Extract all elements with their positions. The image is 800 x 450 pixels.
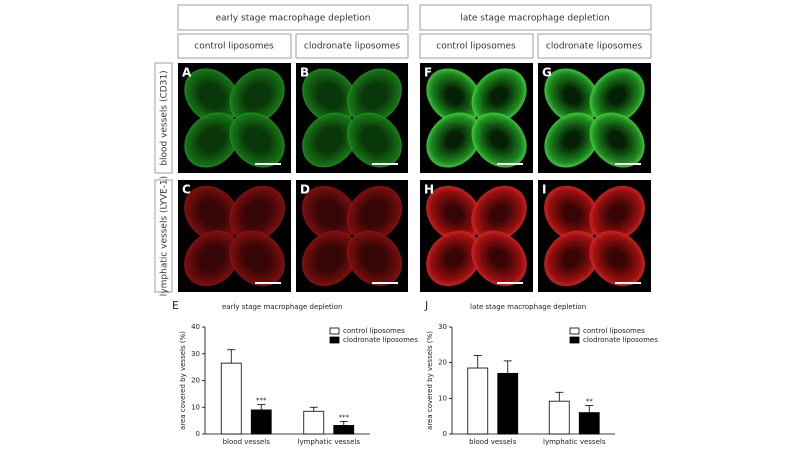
condition-box [419,33,534,59]
tissue-petal [426,230,482,287]
tissue-petal [426,68,482,124]
tissue-petal [544,112,600,168]
bar [548,400,570,435]
group-title: early stage macrophage depletion [216,14,371,24]
chart-title: early stage macrophage depletion [222,303,342,311]
chart-title: late stage macrophage depletion [470,303,586,311]
significance: *** [339,413,350,421]
panel-letter: B [300,66,309,80]
bar [578,412,600,435]
bar [467,367,489,435]
tissue-petal [302,186,358,242]
condition-label: clodronate liposomes [304,42,401,52]
y-axis-label: area covered by vessels (%) [179,331,187,430]
x-tick-label: lymphatic vessels [543,438,606,446]
tissue-petal [229,230,285,287]
condition-label: control liposomes [194,42,274,52]
significance: ** [586,397,594,405]
tissue-petal [426,185,482,242]
condition-box [295,33,409,59]
row-box [154,62,173,174]
legend-label: clodronate liposomes [583,336,658,344]
row-label: lymphatic vessels (LYVE-1) [160,176,170,296]
panel-letter: H [424,183,434,197]
condition-label: clodronate liposomes [546,42,643,52]
panel-letter: E [172,299,179,312]
tissue-petal [346,230,402,286]
legend-swatch [569,336,580,344]
legend-label: clodronate liposomes [343,336,418,344]
tissue-petal [229,68,285,124]
tissue-petal [347,68,402,124]
panel-letter: G [542,66,552,80]
tissue-petal [471,230,527,287]
panel-letter: A [182,66,192,80]
tissue-petal [426,112,482,168]
tissue-petal [302,68,357,124]
tissue-petal [347,112,402,168]
panel-letter: F [424,66,432,80]
tissue-petal [184,185,240,242]
row-box [154,179,173,293]
condition-box [537,33,652,59]
tissue-petal [589,112,645,168]
bar [220,362,242,435]
panel-letter: J [424,299,428,312]
legend-swatch [329,327,340,335]
tissue-petal [184,68,240,124]
y-tick-label: 20 [191,377,200,385]
bar [303,410,325,435]
tissue-petal [471,185,527,242]
tissue-petal [229,185,285,242]
panel-letter: I [542,183,546,197]
tissue-petal [471,68,527,124]
group-box [419,4,652,31]
tissue-petal [302,112,357,168]
tissue-petal [589,185,645,242]
y-tick-label: 20 [438,359,447,367]
y-tick-label: 10 [191,403,200,411]
legend-swatch [569,327,580,335]
tissue-petal [346,186,402,242]
significance: *** [256,397,267,405]
tissue-petal [302,230,358,286]
panel-letter: C [182,183,191,197]
tissue-petal [184,112,240,168]
x-tick-label: blood vessels [223,438,271,446]
tissue-petal [471,112,527,168]
group-box [177,4,409,31]
row-label: blood vessels (CD31) [160,70,170,165]
legend-swatch [329,336,340,344]
tissue-petal [184,230,240,287]
legend-label: control liposomes [343,327,405,335]
y-tick-label: 30 [438,323,447,331]
y-tick-label: 0 [443,430,447,438]
panel-letter: D [300,183,310,197]
tissue-petal [544,185,600,242]
y-tick-label: 40 [191,323,200,331]
y-tick-label: 10 [438,394,447,402]
x-tick-label: lymphatic vessels [298,438,361,446]
tissue-petal [229,112,285,168]
tissue-petal [544,230,600,287]
bar [250,409,272,435]
condition-label: control liposomes [436,42,516,52]
tissue-petal [589,230,645,287]
x-tick-label: blood vessels [469,438,517,446]
bar [333,425,355,435]
legend-label: control liposomes [583,327,645,335]
group-title: late stage macrophage depletion [460,14,609,24]
tissue-petal [589,68,645,124]
condition-box [177,33,292,59]
y-axis-label: area covered by vessels (%) [426,331,434,430]
tissue-petal [544,68,600,124]
y-tick-label: 30 [191,350,200,358]
y-tick-label: 0 [196,430,200,438]
bar [497,372,519,435]
